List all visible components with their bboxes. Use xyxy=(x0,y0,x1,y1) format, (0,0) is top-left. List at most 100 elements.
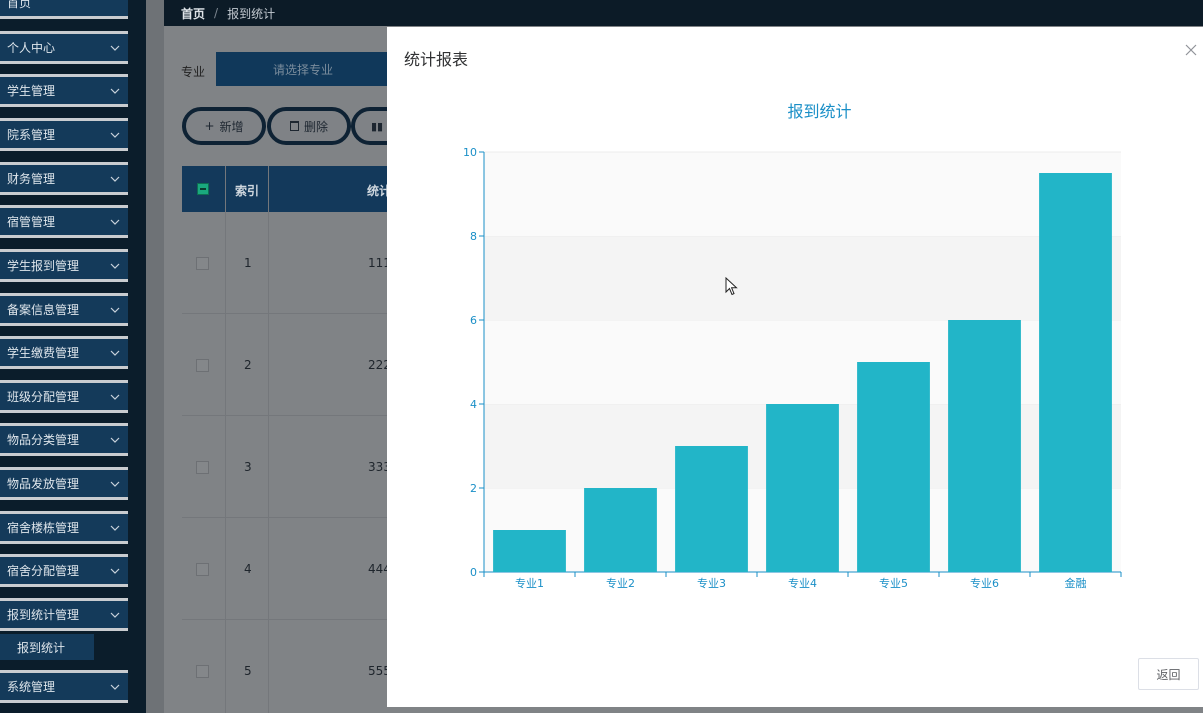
add-button[interactable]: + 新增 xyxy=(182,107,266,145)
sidebar-item[interactable]: 财务管理 xyxy=(0,162,128,195)
sidebar-divider xyxy=(146,0,164,713)
table-header: 索引 统计 xyxy=(182,166,392,212)
column-divider xyxy=(225,166,226,713)
chevron-down-icon xyxy=(110,566,120,576)
bar xyxy=(766,404,839,572)
row-index: 5 xyxy=(244,664,252,678)
x-tick-label: 专业4 xyxy=(788,576,817,590)
chart-title: 报到统计 xyxy=(787,102,851,121)
sidebar-item-home[interactable]: 首页 xyxy=(0,0,128,19)
return-button[interactable]: 返回 xyxy=(1138,658,1199,690)
y-tick-label: 0 xyxy=(470,566,477,579)
sidebar-item[interactable]: 个人中心 xyxy=(0,31,128,64)
sidebar-item-label: 学生缴费管理 xyxy=(7,346,80,360)
major-select-placeholder: 请选择专业 xyxy=(273,62,334,77)
mouse-cursor-icon xyxy=(725,277,738,296)
trash-icon xyxy=(289,121,299,131)
table-row[interactable]: 1 111 xyxy=(182,212,392,314)
sidebar-item[interactable]: 宿舍分配管理 xyxy=(0,554,128,587)
sidebar-item[interactable]: 学生报到管理 xyxy=(0,249,128,282)
table-row[interactable]: 2 222 xyxy=(182,314,392,416)
row-stat-value: 222 xyxy=(368,358,391,372)
sidebar-item-label: 物品发放管理 xyxy=(7,477,80,491)
sidebar-item-label: 财务管理 xyxy=(7,172,56,186)
chevron-down-icon xyxy=(110,348,120,358)
chevron-down-icon xyxy=(110,86,120,96)
bar-chart: 报到统计 0 2 4 6 8 10 专业1 专业2 专业3 专业4 专业5 专业6 金融 xyxy=(463,102,1122,590)
table-row[interactable]: 4 444 xyxy=(182,518,392,620)
return-button-label: 返回 xyxy=(1156,667,1181,682)
modal-title: 统计报表 xyxy=(404,50,469,69)
select-all-checkbox[interactable] xyxy=(197,183,209,195)
sidebar-item-label: 学生报到管理 xyxy=(7,259,80,273)
y-tick-label: 2 xyxy=(470,482,477,495)
sidebar-item[interactable]: 物品分类管理 xyxy=(0,423,128,456)
stats-modal: 统计报表 报到统计 0 2 4 6 8 10 专业1 专业2 专业3 专业4 专业5 专业6 金融 返回 xyxy=(387,27,1203,707)
sidebar-item[interactable]: 院系管理 xyxy=(0,118,128,151)
sidebar-item-label: 学生管理 xyxy=(7,84,56,98)
bar xyxy=(857,362,930,572)
sidebar-item-label: 班级分配管理 xyxy=(7,390,80,404)
y-tick-label: 4 xyxy=(470,398,477,411)
table-row[interactable]: 5 555 xyxy=(182,620,392,713)
x-tick-label: 专业2 xyxy=(606,576,635,590)
grid-band xyxy=(484,320,1121,404)
sidebar-item[interactable]: 宿舍楼栋管理 xyxy=(0,511,128,544)
delete-button[interactable]: 删除 xyxy=(267,107,351,145)
bar xyxy=(948,320,1021,572)
table-row[interactable]: 3 333 xyxy=(182,416,392,518)
row-index: 3 xyxy=(244,460,252,474)
sidebar-item-label: 首页 xyxy=(7,0,32,10)
major-filter-label: 专业 xyxy=(181,65,206,79)
row-stat-value: 555 xyxy=(368,664,391,678)
sidebar-subitem-checkin-stats[interactable]: 报到统计 xyxy=(0,634,94,660)
close-icon[interactable] xyxy=(1182,41,1200,59)
breadcrumb-separator: / xyxy=(214,6,219,20)
sidebar-item-label: 宿舍楼栋管理 xyxy=(7,521,80,535)
sidebar-item[interactable]: 班级分配管理 xyxy=(0,380,128,413)
sidebar-item[interactable]: 报到统计管理 xyxy=(0,598,128,631)
plus-icon: + xyxy=(204,119,215,133)
add-button-label: 新增 xyxy=(219,119,244,134)
sidebar-item[interactable]: 备案信息管理 xyxy=(0,293,128,326)
grid-band xyxy=(484,236,1121,320)
bar xyxy=(675,446,748,572)
chevron-down-icon xyxy=(110,435,120,445)
sidebar-item[interactable]: 物品发放管理 xyxy=(0,467,128,500)
sidebar-item-system[interactable]: 系统管理 xyxy=(0,670,128,703)
chevron-down-icon xyxy=(110,174,120,184)
row-stat-value: 444 xyxy=(368,562,391,576)
sidebar-item-label: 报到统计管理 xyxy=(7,608,80,622)
x-tick-label: 金融 xyxy=(1065,576,1087,590)
row-index: 1 xyxy=(244,256,252,270)
row-checkbox[interactable] xyxy=(196,665,209,678)
row-checkbox[interactable] xyxy=(196,359,209,372)
x-tick-label: 专业3 xyxy=(697,576,726,590)
major-select[interactable]: 请选择专业 xyxy=(216,52,396,86)
sidebar-item-label: 备案信息管理 xyxy=(7,303,80,317)
chevron-down-icon xyxy=(110,523,120,533)
y-tick-label: 10 xyxy=(463,146,477,159)
row-stat-value: 111 xyxy=(368,256,391,270)
sidebar-item-label: 宿管管理 xyxy=(7,215,56,229)
chevron-down-icon xyxy=(110,305,120,315)
sidebar: 首页 个人中心学生管理院系管理财务管理宿管管理学生报到管理 备案信息管理 学生缴费管… xyxy=(0,0,146,713)
sidebar-item[interactable]: 学生管理 xyxy=(0,74,128,107)
row-checkbox[interactable] xyxy=(196,257,209,270)
sidebar-item-label: 宿舍分配管理 xyxy=(7,564,80,578)
row-checkbox[interactable] xyxy=(196,563,209,576)
bar xyxy=(493,530,566,572)
sidebar-item[interactable]: 宿管管理 xyxy=(0,205,128,238)
bar xyxy=(584,488,657,572)
bar xyxy=(1039,173,1112,572)
breadcrumb-home[interactable]: 首页 xyxy=(181,6,206,21)
sidebar-item-label: 系统管理 xyxy=(7,680,56,694)
sidebar-item[interactable]: 学生缴费管理 xyxy=(0,336,128,369)
column-header-index: 索引 xyxy=(235,184,260,198)
breadcrumb-current: 报到统计 xyxy=(227,6,276,21)
x-tick-label: 专业1 xyxy=(515,576,544,590)
row-checkbox[interactable] xyxy=(196,461,209,474)
row-index: 2 xyxy=(244,358,252,372)
chevron-down-icon xyxy=(110,610,120,620)
y-tick-label: 6 xyxy=(470,314,477,327)
